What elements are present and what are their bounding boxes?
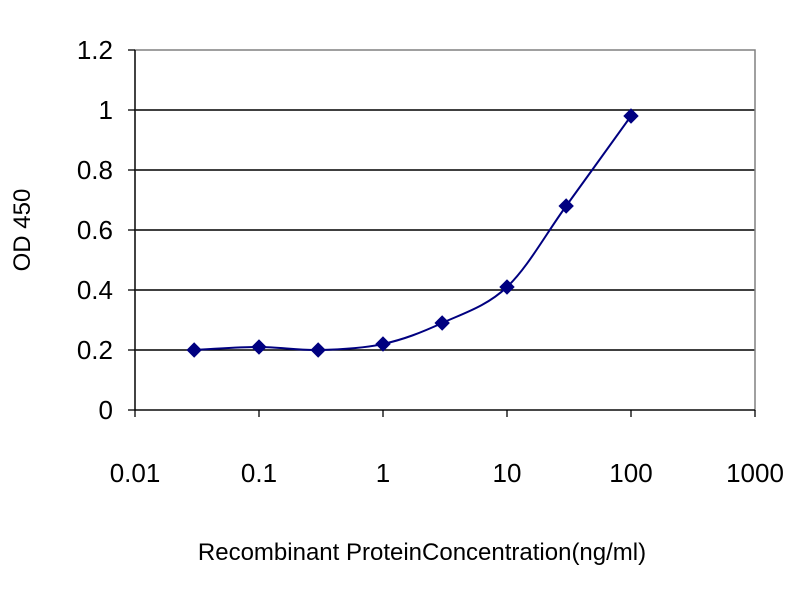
data-point-marker: [310, 342, 326, 358]
tick-labels: 0 0.2 0.4 0.6 0.8 1 1.2 0.01 0.1 1 10 100 1000: [77, 35, 784, 488]
data-point-marker: [186, 342, 202, 358]
y-tick-label: 0.2: [77, 335, 113, 365]
x-axis-title: Recombinant ProteinConcentration(ng/ml): [198, 539, 646, 566]
x-tick-label: 100: [609, 458, 652, 488]
y-tick-label: 1: [99, 95, 113, 125]
x-tick-label: 1: [376, 458, 390, 488]
y-tick-label: 0.6: [77, 215, 113, 245]
y-tick-label: 0: [99, 395, 113, 425]
data-point-marker: [434, 315, 450, 331]
data-point-marker: [499, 279, 515, 295]
y-tick-label: 0.4: [77, 275, 113, 305]
series-layer: [186, 108, 639, 358]
gridlines: [135, 109, 755, 351]
data-point-marker: [251, 339, 267, 355]
x-tick-label: 10: [493, 458, 522, 488]
x-tick-label: 0.01: [110, 458, 161, 488]
series-line: [194, 115, 632, 352]
y-tick-label: 0.8: [77, 155, 113, 185]
x-tick-label: 0.1: [241, 458, 277, 488]
data-point-marker: [558, 198, 574, 214]
axes: [128, 49, 756, 417]
y-tick-label: 1.2: [77, 35, 113, 65]
data-point-marker: [375, 336, 391, 352]
y-axis-title: OD 450: [9, 189, 36, 272]
data-point-marker: [623, 108, 639, 124]
x-tick-label: 1000: [726, 458, 784, 488]
